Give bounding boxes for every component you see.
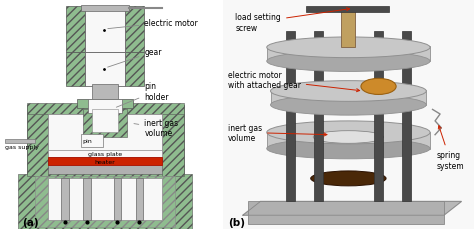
Bar (125, 7, 144, 53)
Ellipse shape (267, 121, 430, 144)
Bar (83, 110, 127, 137)
Bar (114, 179, 121, 220)
Text: (a): (a) (22, 217, 39, 227)
Bar (286, 32, 295, 202)
Ellipse shape (361, 79, 396, 95)
Bar (83, 179, 91, 220)
Bar (341, 9, 355, 48)
Bar (267, 133, 430, 149)
Bar (48, 157, 162, 165)
Ellipse shape (271, 81, 426, 102)
Bar (314, 32, 323, 202)
Bar (125, 53, 144, 87)
Bar (35, 176, 175, 227)
Text: pin: pin (82, 138, 92, 143)
Bar (48, 114, 162, 165)
Text: gas supply: gas supply (5, 145, 38, 150)
Text: load setting
screw: load setting screw (235, 9, 350, 33)
Ellipse shape (267, 52, 430, 72)
Text: spring
system: spring system (436, 126, 464, 170)
Text: gear: gear (108, 48, 162, 68)
Bar (27, 105, 183, 176)
Bar (85, 7, 125, 53)
Bar (92, 85, 118, 101)
Text: pin
holder: pin holder (116, 82, 169, 108)
Bar (85, 53, 125, 87)
Bar (88, 100, 122, 113)
Bar (27, 103, 183, 114)
Ellipse shape (313, 131, 383, 144)
Bar (267, 47, 430, 62)
Text: electric motor
with attached gear: electric motor with attached gear (228, 71, 360, 92)
Bar (62, 179, 69, 220)
Text: inert gas
volume: inert gas volume (134, 119, 178, 138)
Bar (92, 110, 118, 133)
Text: glass plate: glass plate (88, 151, 122, 156)
Bar (248, 202, 444, 224)
Bar (374, 32, 383, 202)
Bar (27, 105, 48, 176)
Bar (77, 100, 133, 109)
Polygon shape (243, 202, 461, 215)
Ellipse shape (267, 38, 430, 58)
Bar (48, 179, 162, 220)
Bar (81, 134, 103, 148)
Text: heater: heater (95, 159, 115, 164)
Bar (5, 139, 35, 143)
Text: (b): (b) (228, 217, 245, 227)
Bar (18, 174, 192, 229)
Bar (401, 32, 410, 202)
Bar (271, 90, 426, 105)
Text: electric motor: electric motor (108, 18, 198, 30)
Bar (162, 105, 183, 176)
Bar (136, 179, 143, 220)
Ellipse shape (267, 139, 430, 159)
Bar (66, 53, 85, 87)
Bar (81, 6, 129, 11)
Bar (306, 7, 389, 13)
Ellipse shape (311, 171, 386, 186)
Ellipse shape (271, 95, 426, 116)
Bar (48, 150, 162, 157)
Bar (66, 7, 85, 53)
Text: inert gas
volume: inert gas volume (228, 123, 327, 142)
